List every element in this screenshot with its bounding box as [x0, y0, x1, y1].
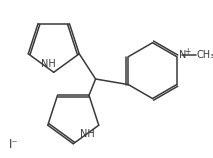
Text: +: + [184, 47, 191, 56]
Text: N: N [179, 50, 186, 60]
Text: NH: NH [79, 129, 94, 139]
Text: CH₃: CH₃ [196, 50, 213, 60]
Text: NH: NH [41, 59, 56, 69]
Text: I⁻: I⁻ [9, 138, 19, 151]
